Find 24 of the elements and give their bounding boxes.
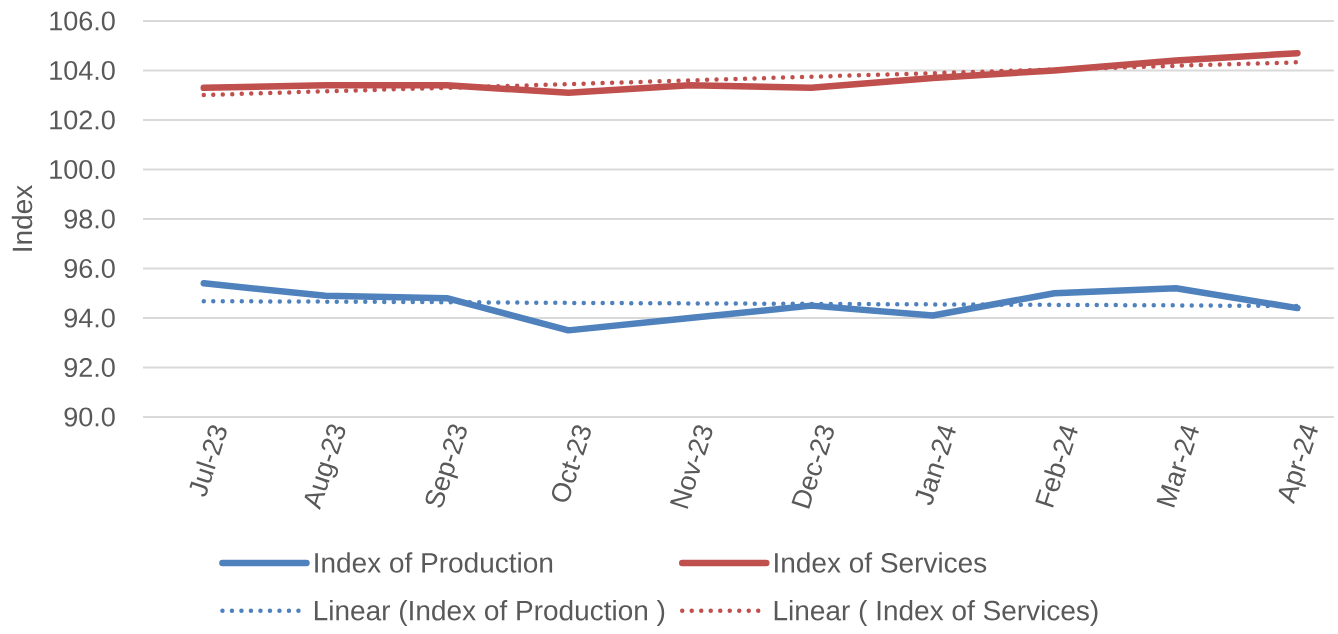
y-tick-label: 92.0 [64,357,115,378]
y-tick-label: 106.0 [50,11,115,31]
x-tick-label: Jul-23 [189,425,227,497]
legend-label: Linear (Index of Production ) [314,599,665,627]
y-tick-label: 100.0 [50,159,115,180]
x-tick-label: Aug-23 [304,424,346,511]
y-tick-label: 90.0 [64,407,115,427]
legend-label: Index of Services [775,552,987,573]
y-axis-title: Index [11,185,33,251]
x-tick-label: Sep-23 [425,424,467,508]
y-tick-label: 102.0 [50,110,115,130]
x-tick-label: Feb-24 [1035,425,1078,508]
x-tick-label: Jan-24 [915,425,956,505]
legend-label: Index of Production [315,552,553,573]
y-tick-label: 94.0 [64,308,115,328]
legend-label: Linear ( Index of Services) [774,599,1098,627]
x-tick-label: Mar-24 [1156,425,1199,508]
x-tick-label: Nov-23 [669,425,713,509]
y-tick-label: 98.0 [64,209,115,229]
x-tick-label: Dec-23 [791,425,834,509]
x-tick-label: Oct-23 [552,425,591,502]
y-tick-label: 104.0 [50,60,115,81]
y-tick-label: 96.0 [64,258,115,279]
x-tick-label: Apr-24 [1278,424,1318,505]
